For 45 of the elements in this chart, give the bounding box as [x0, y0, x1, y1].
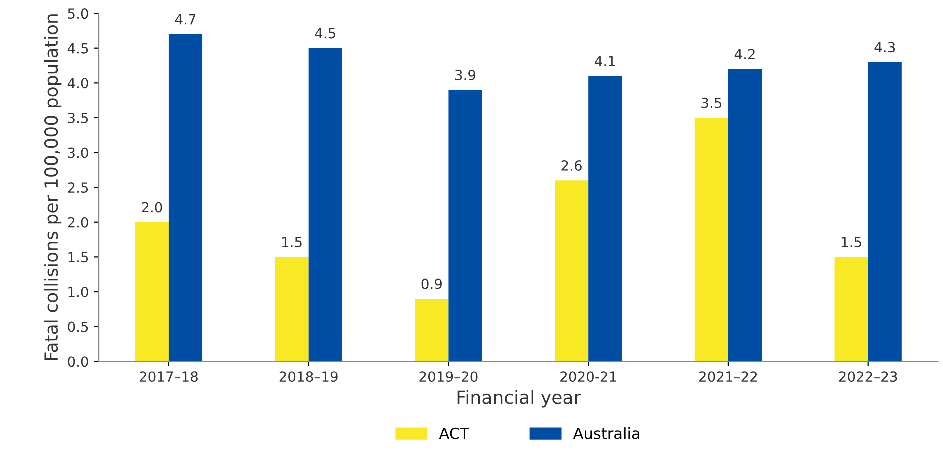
y-tick-label: 5.0	[68, 8, 88, 20]
data-label: 0.9	[422, 278, 442, 290]
y-tick-label: 0.5	[68, 322, 88, 332]
x-tick-label: 2018–19	[280, 372, 338, 382]
data-label: 3.5	[702, 98, 722, 108]
legend-label: Australia	[573, 428, 640, 440]
y-tick-label: 1.0	[68, 286, 88, 298]
x-tick-label: 2017–18	[140, 372, 198, 382]
legend-label: ACT	[439, 428, 470, 440]
data-label: 4.1	[595, 56, 616, 66]
x-tick-label: 2019–20	[420, 372, 478, 382]
x-tick-label: 2022–23	[839, 372, 898, 382]
y-tick-label: 3.0	[68, 148, 88, 158]
data-label: 3.9	[456, 70, 476, 80]
y-tick-label: 4.5	[68, 44, 88, 54]
bar	[415, 298, 449, 362]
bar	[448, 90, 482, 362]
x-tick-label: 2021–22	[700, 372, 758, 382]
data-label: 4.7	[175, 14, 196, 25]
data-label: 2.0	[142, 202, 162, 213]
bar	[555, 180, 589, 362]
data-label: 4.2	[734, 49, 755, 60]
data-label: 1.5	[842, 237, 862, 248]
bar	[135, 222, 169, 362]
data-label: 4.3	[874, 42, 896, 53]
bar	[728, 69, 762, 362]
bar	[868, 62, 902, 362]
y-tick-label: 2.0	[68, 217, 88, 228]
x-axis-title: Financial year	[458, 390, 582, 408]
y-tick-label: 2.5	[68, 182, 88, 194]
bar	[834, 257, 868, 362]
y-tick-label: 4.0	[68, 78, 88, 89]
data-label: 4.5	[315, 28, 336, 39]
bar	[168, 34, 203, 362]
y-tick-label: 0.0	[68, 356, 88, 368]
y-tick-label: 3.5	[68, 112, 88, 124]
data-label: 2.6	[562, 160, 582, 171]
bar	[308, 48, 342, 362]
bar	[694, 118, 728, 362]
bar	[588, 76, 622, 362]
data-label: 1.5	[282, 237, 302, 248]
y-axis-title: Fatal collisions per 100,000 population	[44, 14, 62, 360]
x-tick-label: 2020-21	[560, 372, 616, 382]
y-tick-label: 1.5	[68, 252, 88, 263]
bar	[275, 257, 309, 362]
